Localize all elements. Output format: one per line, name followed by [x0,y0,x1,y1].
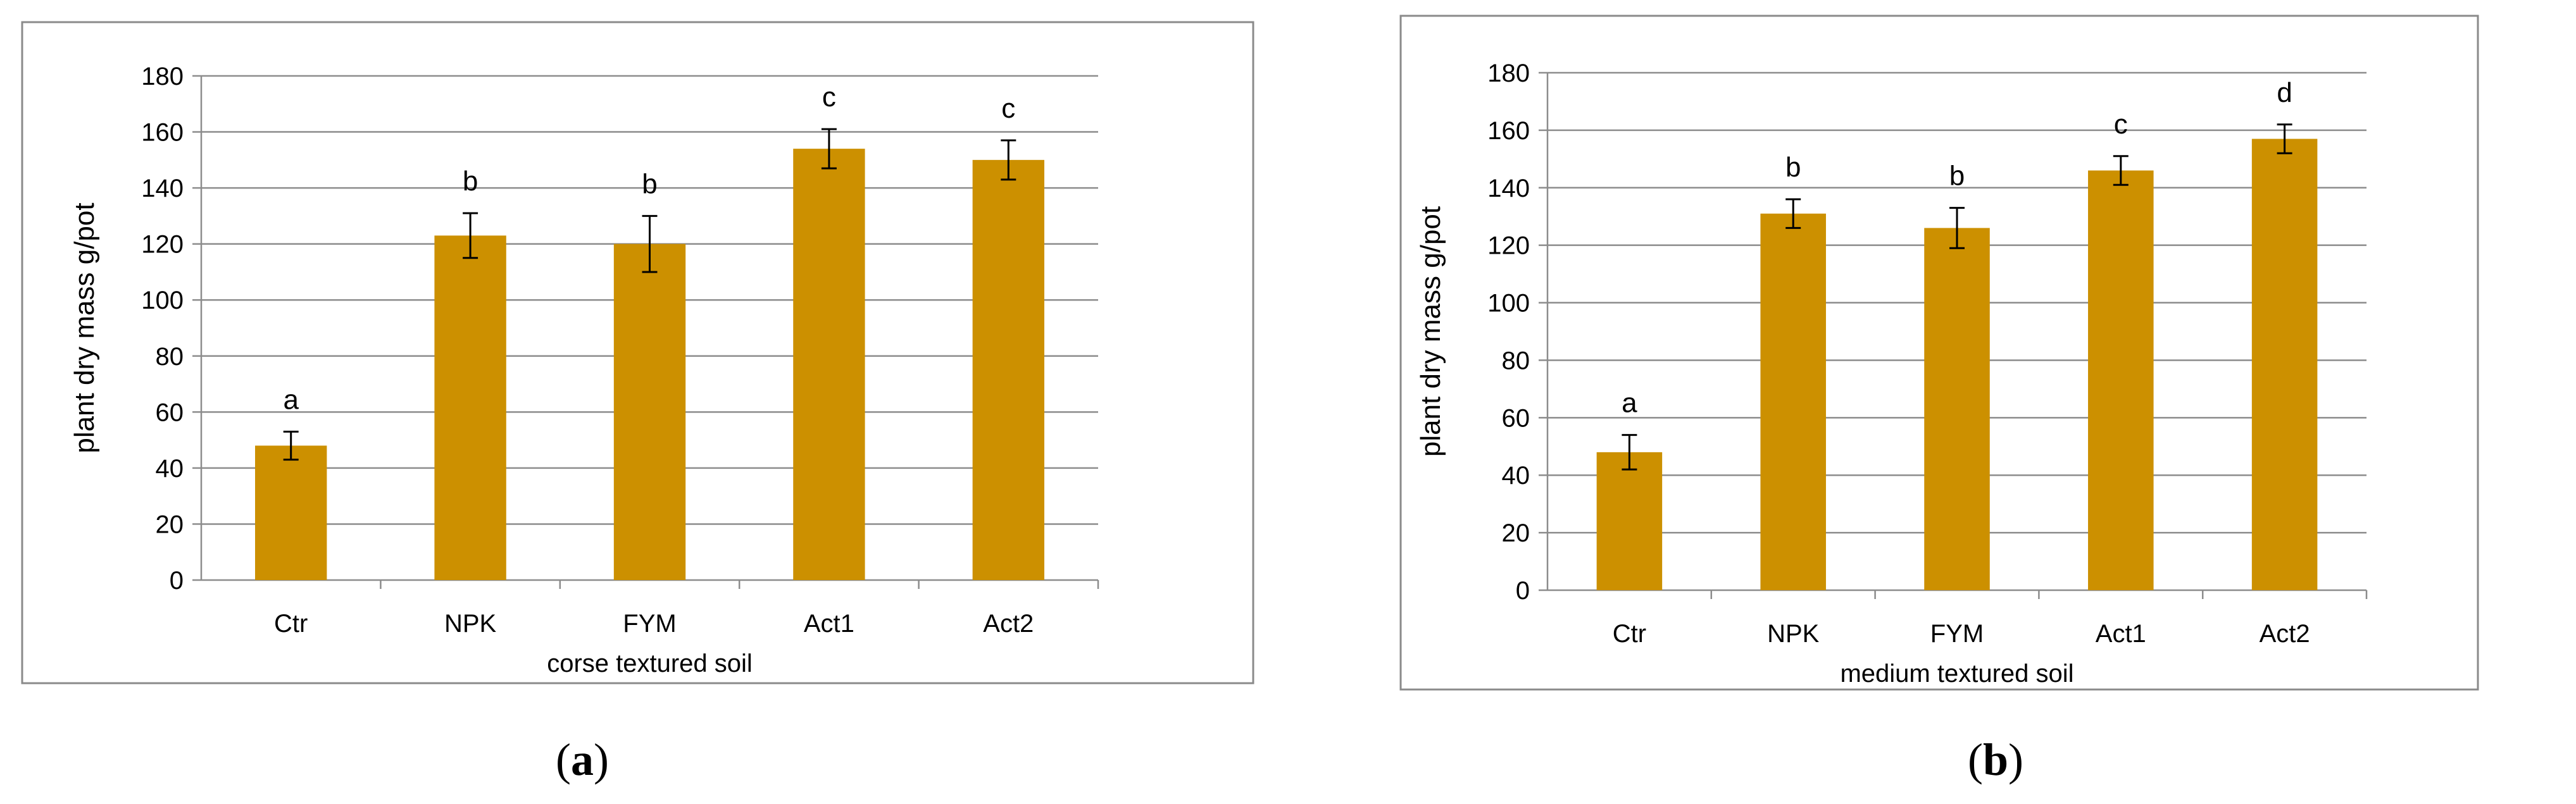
chart-b-y-tick-label: 60 [1502,404,1530,432]
chart-a-letter: b [642,168,657,199]
chart-b-x-tick-label: FYM [1930,620,1984,648]
chart-a-bar-act2 [972,159,1044,581]
caption-b-letter: b [1982,734,2009,785]
chart-a-x-axis-label: corse textured soil [547,650,753,677]
chart-a-y-tick-label: 40 [156,455,184,483]
chart-b-y-tick-label: 100 [1487,290,1530,318]
chart-a-x-tick-label: Act2 [983,610,1034,638]
chart-b-x-tick-label: Act1 [2096,620,2146,648]
chart-b: 0 20 40 60 80 100 120 140 160 180 a Ctr b NPK b FYM c Act… [1399,15,2479,691]
chart-b-x-tick-label: NPK [1767,620,1820,648]
chart-a-y-tick-label: 140 [141,175,184,202]
chart-b-y-tick-label: 140 [1487,175,1530,202]
caption-a: (a) [556,734,609,785]
chart-a-y-tick-label: 0 [170,567,184,595]
chart-a-x-tick-label: Ctr [274,610,308,638]
chart-a-letter: c [1001,93,1015,124]
chart-a-y-tick-label: 80 [156,343,184,371]
chart-b-y-tick-label: 120 [1487,232,1530,260]
chart-b-y-tick-label: 20 [1502,519,1530,547]
chart-b-letter: d [2277,77,2292,108]
chart-a-x-tick-label: FYM [623,610,676,638]
chart-b-letter: b [1785,152,1801,183]
chart-b-x-tick-label: Act2 [2260,620,2310,648]
caption-a-letter: a [571,734,594,785]
chart-a-y-tick-label: 20 [156,510,184,538]
chart-a-y-tick-label: 60 [156,399,184,426]
chart-a-letter: b [463,166,478,197]
chart-a-y-tick-label: 160 [141,119,184,147]
chart-b-bar-act2 [2251,139,2318,590]
chart-a-y-tick-label: 180 [141,63,184,90]
chart-b-x-tick-label: Ctr [1613,620,1646,648]
chart-b-letter: a [1622,388,1637,419]
chart-b-bar-npk [1760,213,1826,591]
chart-b-y-tick-label: 80 [1502,347,1530,374]
chart-b-letter: b [1949,161,1965,192]
chart-a-letter: c [822,82,836,113]
chart-a-bar-fym [613,244,686,581]
chart-b-y-axis-label: plant dry mass g/pot [1415,206,1446,457]
chart-a-y-tick-label: 100 [141,287,184,314]
chart-a-bar-act1 [793,149,865,581]
chart-a-y-tick-label: 120 [141,231,184,259]
chart-panel-b: 0 20 40 60 80 100 120 140 160 180 a Ctr b NPK b FYM c Act… [1288,0,2576,804]
chart-a-y-axis-label: plant dry mass g/pot [69,202,100,453]
chart-b-letter: c [2114,109,2128,140]
chart-panel-a: 0 20 40 60 80 100 120 140 160 180 a Ctr b NPK b FYM c Act… [21,21,1254,785]
chart-b-x-axis-label: medium textured soil [1840,660,2073,688]
chart-a-bar-npk [434,235,506,581]
chart-a: 0 20 40 60 80 100 120 140 160 180 a Ctr b NPK b FYM c Act… [21,21,1254,684]
chart-b-y-tick-label: 40 [1502,462,1530,490]
chart-b-bar-ctr [1596,452,1663,590]
chart-b-bar-act1 [2088,170,2154,590]
chart-a-bar-ctr [255,445,327,580]
chart-b-y-tick-label: 160 [1487,117,1530,145]
chart-a-x-tick-label: NPK [444,610,497,638]
caption-b: (b) [1967,734,2024,785]
chart-a-letter: a [283,384,299,415]
chart-a-x-tick-label: Act1 [804,610,854,638]
chart-b-y-tick-label: 0 [1516,577,1530,605]
chart-b-bar-fym [1924,228,1990,590]
chart-b-y-tick-label: 180 [1487,59,1530,87]
